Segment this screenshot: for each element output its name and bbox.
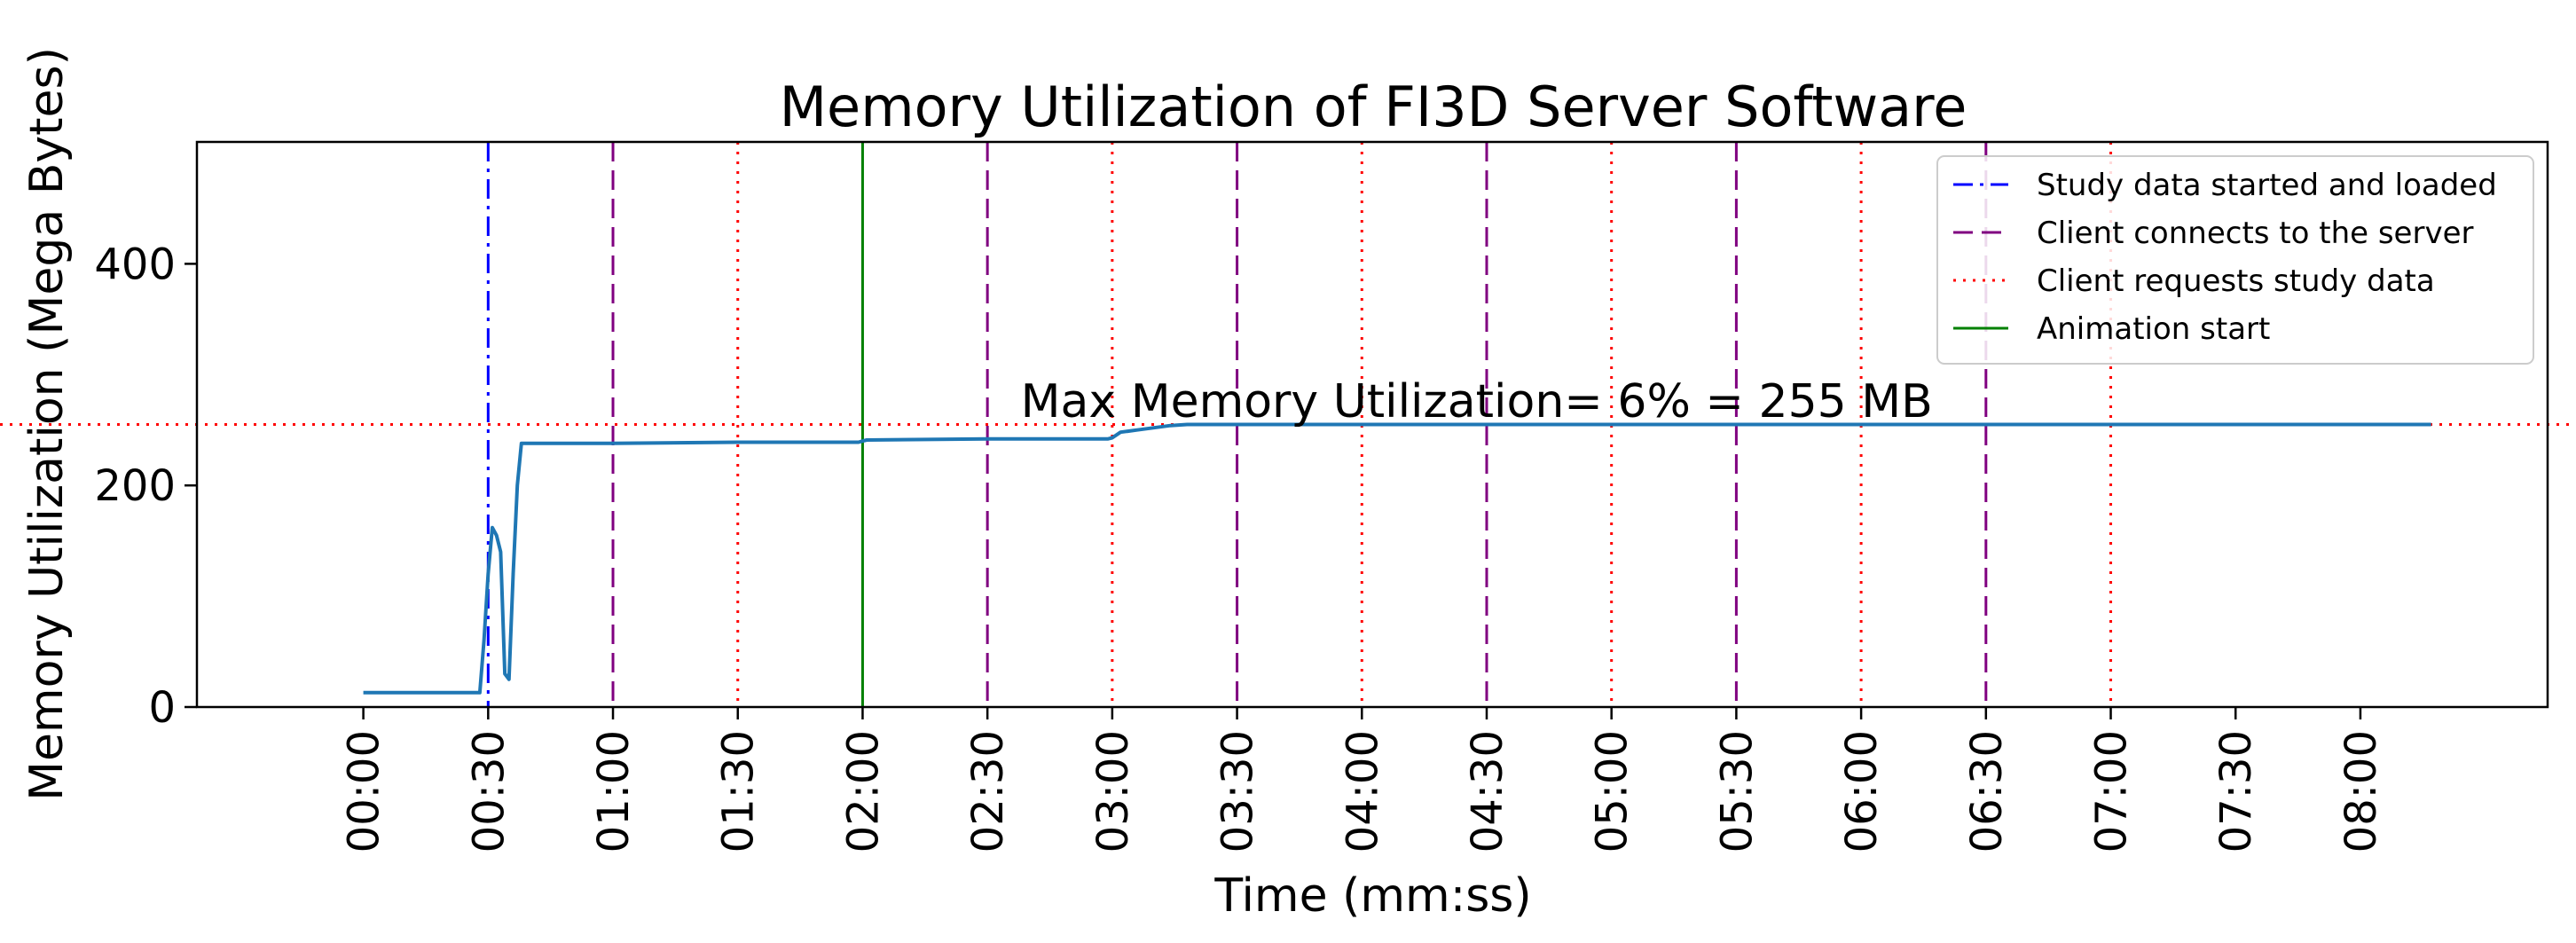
- plot-area: Max Memory Utilization= 6% = 255 MB: [0, 140, 2576, 709]
- x-tick-label: 07:30: [2211, 730, 2261, 853]
- chart-title: Memory Utilization of FI3D Server Softwa…: [780, 75, 1967, 139]
- legend-entry-1: Client connects to the server: [2037, 216, 2473, 251]
- plot-frame: [195, 140, 2549, 709]
- y-tick-label: 200: [94, 461, 176, 511]
- x-tick-label: 01:30: [714, 730, 764, 853]
- x-tick-label: 06:00: [1837, 730, 1887, 853]
- axis-ticks: 00:00 00:30 01:00 01:30 02:00 02:30 03:00 03:30…: [94, 240, 2386, 853]
- x-tick-label: 03:00: [1088, 730, 1138, 853]
- annotation-0: Max Memory Utilization= 6% = 255 MB: [1021, 375, 1933, 428]
- x-tick-label: 03:30: [1213, 730, 1263, 853]
- legend-entry-2: Client requests study data: [2037, 263, 2435, 299]
- legend-box: [1936, 155, 2534, 365]
- x-tick-label: 00:00: [340, 730, 389, 853]
- y-tick-label: 400: [94, 240, 176, 289]
- legend: Study data started and loaded Client conn…: [1936, 155, 2534, 365]
- x-tick-label: 05:00: [1588, 730, 1637, 853]
- legend-entry-3: Animation start: [2037, 311, 2270, 347]
- x-tick-label: 05:30: [1712, 730, 1762, 853]
- y-axis-label: Memory Utilization (Mega Bytes): [20, 47, 74, 801]
- x-tick-label: 00:30: [464, 730, 514, 853]
- x-tick-label: 01:00: [589, 730, 639, 853]
- x-tick-label: 02:30: [963, 730, 1013, 853]
- x-tick-label: 02:00: [838, 730, 888, 853]
- x-tick-label: 07:00: [2087, 730, 2137, 853]
- x-tick-label: 06:30: [1962, 730, 2012, 853]
- y-tick-label: 0: [148, 683, 176, 733]
- x-axis-label: Time (mm:ss): [1213, 869, 1531, 923]
- series-line-0: [363, 422, 2431, 695]
- x-tick-label: 04:00: [1338, 730, 1387, 853]
- legend-entry-0: Study data started and loaded: [2037, 168, 2497, 203]
- x-tick-label: 04:30: [1463, 730, 1512, 853]
- x-tick-label: 08:00: [2336, 730, 2386, 853]
